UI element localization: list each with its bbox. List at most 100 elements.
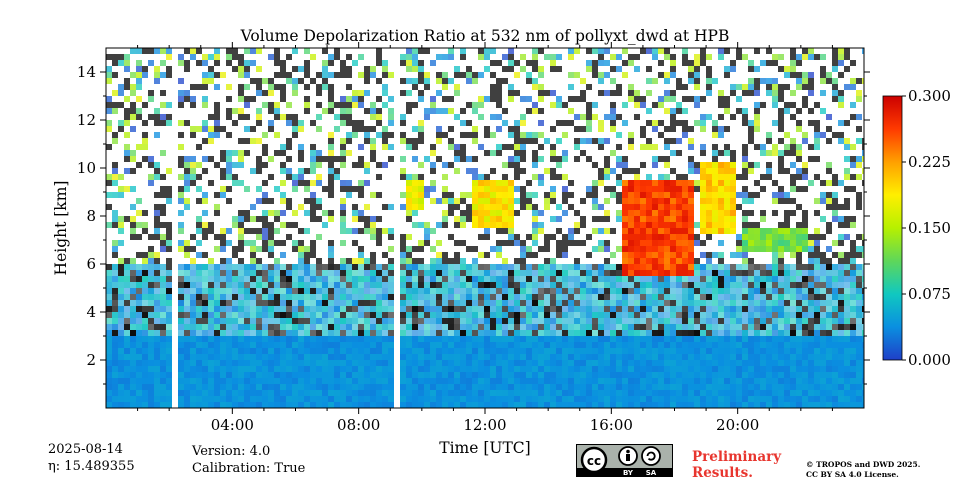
- heatmap-cell: [772, 96, 778, 102]
- heatmap-cell: [430, 108, 436, 114]
- heatmap-cell: [214, 354, 220, 360]
- heatmap-cell: [130, 114, 136, 120]
- heatmap-cell: [574, 294, 580, 300]
- heatmap-cell: [700, 282, 706, 288]
- heatmap-cell: [412, 396, 418, 402]
- heatmap-cell: [118, 348, 124, 354]
- heatmap-cell: [514, 144, 520, 150]
- heatmap-cell: [622, 204, 628, 210]
- heatmap-cell: [694, 282, 700, 288]
- heatmap-cell: [508, 372, 514, 378]
- heatmap-cell: [340, 114, 346, 120]
- heatmap-cell: [514, 120, 520, 126]
- heatmap-cell: [724, 360, 730, 366]
- heatmap-cell: [388, 264, 394, 270]
- heatmap-cell: [784, 348, 790, 354]
- heatmap-cell: [520, 378, 526, 384]
- heatmap-cell: [826, 168, 832, 174]
- heatmap-cell: [484, 348, 490, 354]
- heatmap-cell: [826, 138, 832, 144]
- heatmap-cell: [628, 348, 634, 354]
- heatmap-cell: [382, 126, 388, 132]
- heatmap-cell: [574, 342, 580, 348]
- heatmap-cell: [352, 372, 358, 378]
- heatmap-cell: [490, 360, 496, 366]
- heatmap-cell: [538, 222, 544, 228]
- heatmap-cell: [214, 264, 220, 270]
- heatmap-cell: [454, 366, 460, 372]
- heatmap-cell: [808, 336, 814, 342]
- heatmap-cell: [412, 174, 418, 180]
- heatmap-cell: [106, 294, 112, 300]
- heatmap-cell: [646, 174, 652, 180]
- heatmap-cell: [676, 240, 682, 246]
- heatmap-cell: [292, 264, 298, 270]
- heatmap-cell: [616, 264, 622, 270]
- heatmap-cell: [400, 264, 406, 270]
- heatmap-cell: [160, 360, 166, 366]
- heatmap-cell: [370, 402, 376, 408]
- heatmap-cell: [352, 402, 358, 408]
- heatmap-cell: [610, 312, 616, 318]
- heatmap-cell: [682, 282, 688, 288]
- heatmap-cell: [682, 96, 688, 102]
- heatmap-cell: [616, 114, 622, 120]
- heatmap-cell: [586, 348, 592, 354]
- heatmap-cell: [142, 402, 148, 408]
- heatmap-cell: [628, 318, 634, 324]
- heatmap-cell: [256, 108, 262, 114]
- heatmap-cell: [688, 222, 694, 228]
- heatmap-cell: [226, 96, 232, 102]
- heatmap-cell: [712, 216, 718, 222]
- heatmap-cell: [130, 366, 136, 372]
- heatmap-cell: [694, 276, 700, 282]
- heatmap-cell: [616, 372, 622, 378]
- heatmap-cell: [448, 372, 454, 378]
- heatmap-cell: [184, 156, 190, 162]
- heatmap-cell: [760, 336, 766, 342]
- heatmap-cell: [286, 318, 292, 324]
- heatmap-cell: [340, 294, 346, 300]
- heatmap-cell: [784, 312, 790, 318]
- heatmap-cell: [826, 318, 832, 324]
- heatmap-cell: [412, 288, 418, 294]
- heatmap-cell: [508, 60, 514, 66]
- heatmap-cell: [436, 222, 442, 228]
- heatmap-cell: [646, 240, 652, 246]
- heatmap-cell: [532, 312, 538, 318]
- heatmap-cell: [784, 360, 790, 366]
- heatmap-cell: [232, 306, 238, 312]
- heatmap-cell: [412, 366, 418, 372]
- heatmap-cell: [532, 306, 538, 312]
- heatmap-cell: [508, 90, 514, 96]
- heatmap-cell: [772, 270, 778, 276]
- heatmap-cell: [160, 234, 166, 240]
- heatmap-cell: [742, 306, 748, 312]
- heatmap-cell: [706, 336, 712, 342]
- heatmap-cell: [544, 204, 550, 210]
- heatmap-cell: [328, 300, 334, 306]
- heatmap-cell: [250, 96, 256, 102]
- heatmap-cell: [472, 198, 478, 204]
- heatmap-cell: [574, 360, 580, 366]
- heatmap-cell: [694, 300, 700, 306]
- heatmap-cell: [334, 102, 340, 108]
- heatmap-cell: [592, 204, 598, 210]
- heatmap-cell: [190, 306, 196, 312]
- heatmap-cell: [400, 204, 406, 210]
- heatmap-cell: [310, 378, 316, 384]
- heatmap-cell: [592, 180, 598, 186]
- heatmap-cell: [622, 60, 628, 66]
- heatmap-cell: [688, 348, 694, 354]
- heatmap-cell: [682, 180, 688, 186]
- heatmap-cell: [202, 372, 208, 378]
- heatmap-cell: [508, 288, 514, 294]
- heatmap-cell: [634, 324, 640, 330]
- heatmap-cell: [190, 282, 196, 288]
- heatmap-cell: [298, 354, 304, 360]
- heatmap-cell: [178, 300, 184, 306]
- heatmap-cell: [178, 354, 184, 360]
- heatmap-cell: [322, 402, 328, 408]
- heatmap-cell: [514, 126, 520, 132]
- heatmap-cell: [184, 246, 190, 252]
